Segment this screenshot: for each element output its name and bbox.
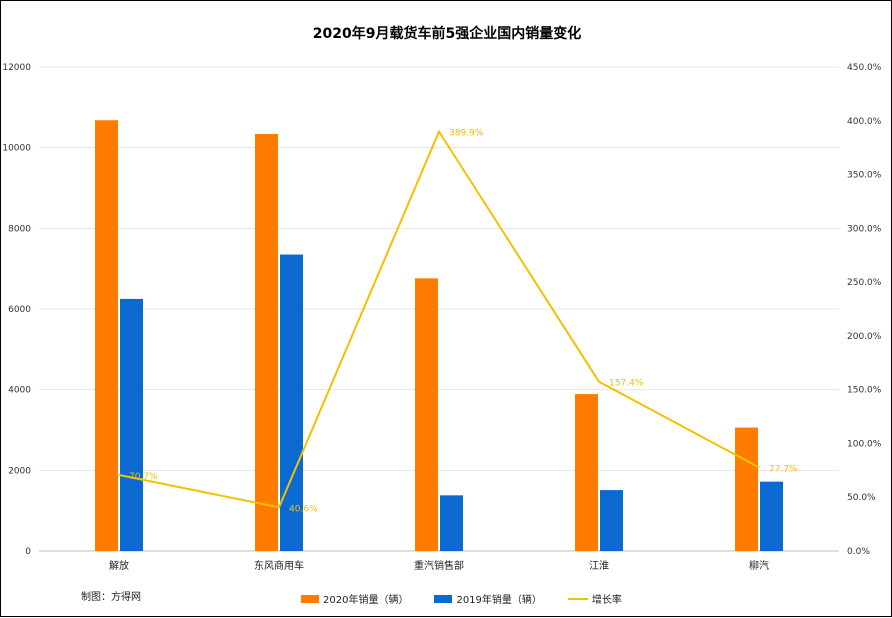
y-right-tick-label: 350.0%	[847, 171, 882, 181]
y-left-tick-label: 8000	[8, 224, 31, 234]
legend-label-2019: 2019年销量（辆）	[456, 595, 542, 606]
y-left-tick-label: 12000	[2, 63, 31, 73]
y-left-tick-label: 10000	[2, 144, 31, 154]
y-right-tick-label: 450.0%	[847, 63, 882, 73]
bar-2019	[760, 481, 783, 551]
x-category-label: 解放	[109, 559, 129, 572]
y-right-tick-label: 100.0%	[847, 439, 882, 449]
y-right-tick-label: 50.0%	[847, 493, 876, 503]
legend-item-2020: 2020年销量（辆）	[301, 591, 408, 606]
bar-2019	[280, 254, 303, 552]
y-left-tick-label: 0	[25, 547, 31, 557]
y-right-tick-label: 150.0%	[847, 386, 882, 396]
y-left-tick-label: 4000	[8, 386, 31, 396]
legend-item-growth: 增长率	[567, 591, 622, 606]
bar-2020	[255, 133, 278, 551]
bar-2019	[120, 298, 143, 551]
growth-rate-label: 70.7%	[129, 472, 158, 482]
bar-2020	[735, 427, 758, 551]
legend-swatch-2020	[301, 594, 319, 603]
bar-2020	[95, 120, 118, 552]
bar-2020	[575, 394, 598, 551]
chart-credit: 制图：方得网	[81, 592, 141, 603]
y-right-tick-label: 0.0%	[847, 547, 870, 557]
x-category-label: 东风商用车	[254, 559, 304, 572]
legend-swatch-2019	[434, 594, 453, 603]
growth-rate-label: 157.4%	[609, 379, 644, 389]
legend-label-growth: 增长率	[591, 595, 622, 606]
growth-rate-label: 40.6%	[289, 504, 318, 514]
bar-2020	[415, 278, 438, 551]
chart-legend: 2020年销量（辆） 2019年销量（辆） 增长率	[301, 591, 622, 606]
x-category-label: 柳汽	[749, 559, 769, 572]
y-left-tick-label: 6000	[8, 305, 31, 315]
y-left-tick-label: 2000	[8, 466, 31, 476]
legend-swatch-growth	[567, 597, 588, 600]
y-right-tick-label: 300.0%	[847, 224, 882, 234]
x-category-label: 江淮	[589, 560, 609, 572]
bar-2019	[440, 495, 463, 551]
growth-rate-label: 389.9%	[449, 129, 484, 139]
legend-item-2019: 2019年销量（辆）	[434, 591, 542, 606]
growth-rate-label: 77.7%	[769, 464, 798, 474]
y-right-tick-label: 200.0%	[847, 332, 882, 342]
legend-label-2020: 2020年销量（辆）	[323, 595, 409, 606]
y-right-tick-label: 250.0%	[847, 278, 882, 288]
x-category-label: 重汽销售部	[414, 559, 464, 572]
bar-2019	[600, 490, 623, 551]
growth-rate-line	[118, 129, 760, 509]
chart-title: 2020年9月载货车前5强企业国内销量变化	[312, 26, 582, 42]
y-right-tick-label: 400.0%	[847, 117, 882, 127]
